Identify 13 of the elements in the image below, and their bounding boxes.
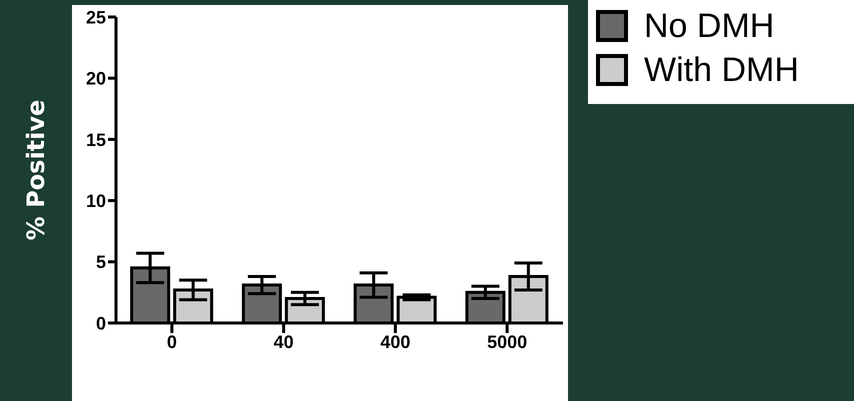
y-tick-label: 25 [86, 7, 106, 28]
legend-label: No DMH [644, 6, 774, 46]
y-tick-label: 20 [86, 68, 106, 89]
y-tick-label: 15 [86, 130, 106, 150]
x-tick-label: 40 [274, 332, 294, 352]
y-tick-label: 10 [86, 190, 106, 211]
y-axis-title: % Positive [22, 100, 50, 240]
x-tick-label: 0 [166, 332, 177, 352]
x-tick-label: 5000 [487, 332, 528, 352]
x-tick-label: 400 [380, 332, 410, 352]
y-tick-label: 5 [96, 252, 106, 272]
legend-label: With DMH [644, 50, 799, 90]
y-tick-label: 0 [96, 313, 106, 334]
